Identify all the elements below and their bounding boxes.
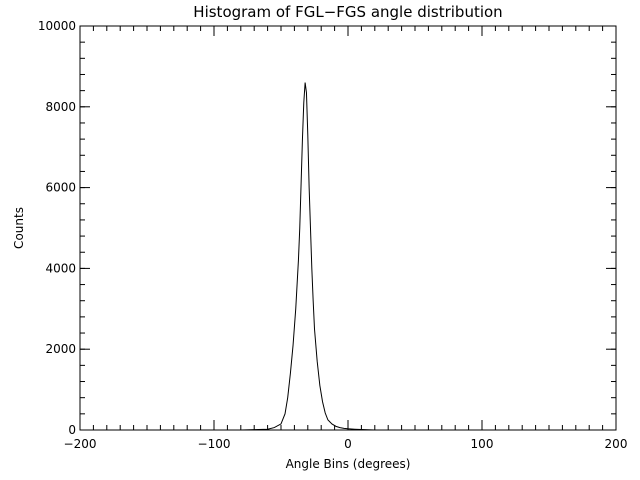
y-tick-label: 4000 xyxy=(45,261,76,275)
y-tick-label: 0 xyxy=(68,423,76,437)
x-tick-label: 0 xyxy=(344,437,352,451)
y-axis-label: Counts xyxy=(12,207,26,249)
chart-title: Histogram of FGL−FGS angle distribution xyxy=(193,3,502,21)
plot-frame xyxy=(79,25,617,431)
x-tick-label: −200 xyxy=(64,437,97,451)
x-axis-label: Angle Bins (degrees) xyxy=(286,457,411,471)
y-tick-label: 6000 xyxy=(45,181,76,195)
x-tick-label: 200 xyxy=(605,437,628,451)
histogram-line xyxy=(80,82,616,431)
x-tick-label: −100 xyxy=(198,437,231,451)
x-tick-label: 100 xyxy=(471,437,494,451)
y-tick-label: 2000 xyxy=(45,342,76,356)
y-tick-label: 10000 xyxy=(38,19,76,33)
y-tick-label: 8000 xyxy=(45,100,76,114)
axis-ticks xyxy=(79,25,617,431)
